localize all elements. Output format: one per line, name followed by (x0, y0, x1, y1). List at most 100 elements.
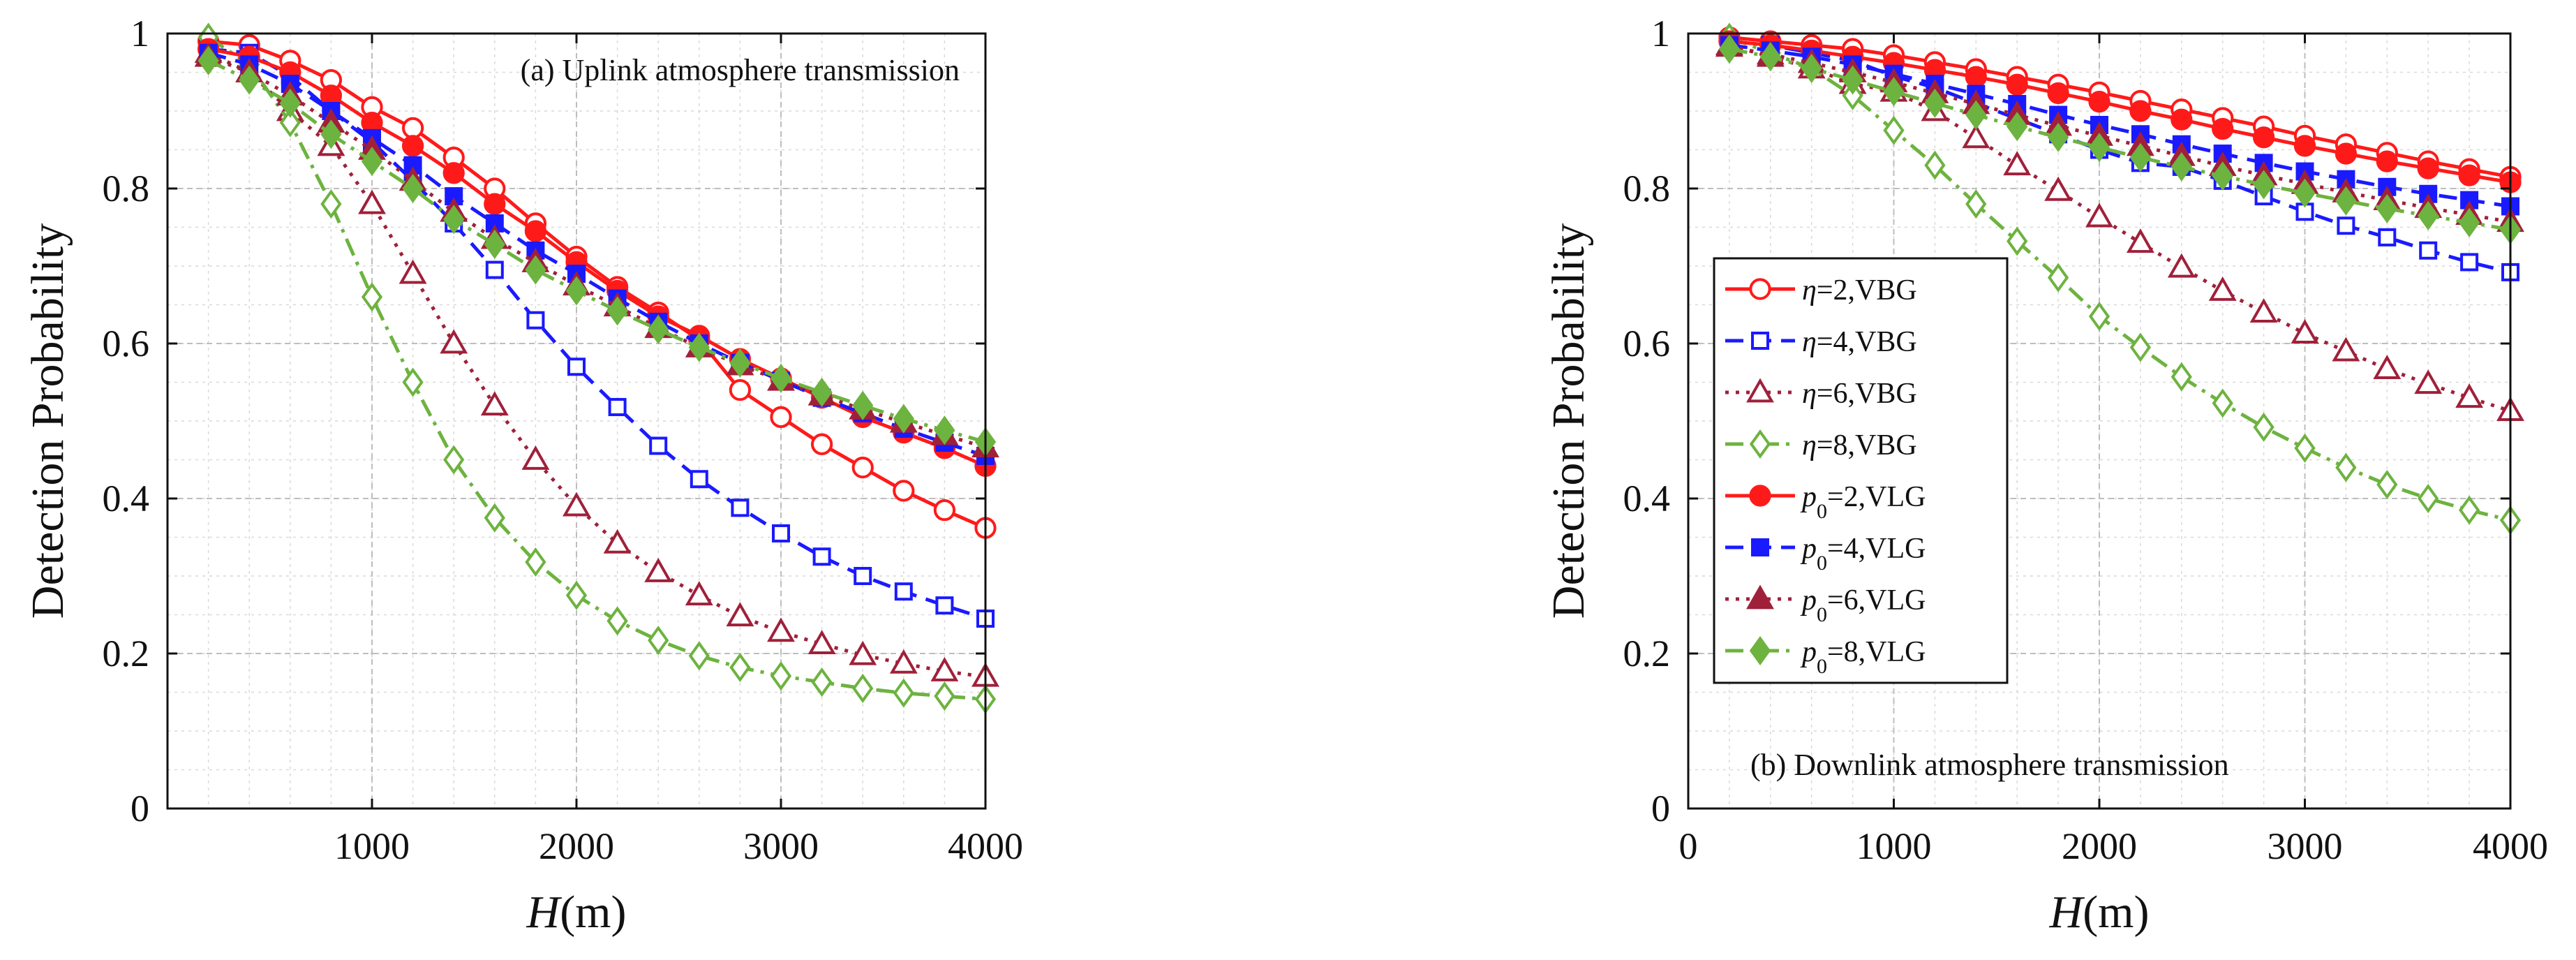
data-point (521, 445, 550, 470)
data-point (935, 596, 954, 615)
legend-marker (1749, 635, 1771, 666)
data-point (644, 557, 673, 582)
legend-marker (1751, 332, 1769, 350)
data-point (685, 581, 713, 606)
data-point (361, 282, 383, 312)
data-point (2376, 469, 2398, 500)
data-point (770, 406, 792, 429)
data-point (2129, 100, 2152, 122)
data-point (2291, 319, 2319, 344)
data-point (2044, 176, 2073, 201)
data-point (2212, 388, 2233, 418)
data-point (2171, 362, 2192, 392)
data-point (2006, 73, 2028, 96)
data-point (399, 259, 427, 284)
data-point (688, 332, 710, 362)
data-point (279, 88, 301, 118)
x-tick-label: 1000 (334, 825, 410, 867)
legend-text-rest: =8,VBG (1817, 429, 1917, 461)
data-point (2414, 369, 2443, 394)
data-point (2007, 112, 2028, 142)
y-axis-label: Detection Probability (22, 223, 73, 619)
y-tick-label: 1 (131, 13, 149, 54)
legend-text-rest: =8,VLG (1827, 636, 1926, 668)
legend-marker (1749, 278, 1771, 300)
data-point (2332, 337, 2360, 362)
data-point (1965, 100, 1987, 130)
legend-symbol: η (1802, 429, 1817, 461)
legend-text-rest: =2,VBG (1817, 274, 1917, 307)
data-point (2126, 228, 2154, 253)
legend-label: η=2,VBG (1802, 274, 1917, 307)
legend-entry: p0=2,VLG (1725, 481, 1926, 523)
panel-title: (a) Uplink atmosphere transmission (521, 53, 960, 87)
data-point (849, 640, 877, 665)
data-point (2208, 276, 2237, 301)
data-point (1962, 124, 1990, 149)
legend-label: p0=2,VLG (1800, 481, 1926, 523)
panel-b-downlink-chart: 0 1000 2000 3000 4000 0 0.2 0.4 0.6 0.8 1 H(m) Detec… (1543, 13, 2548, 938)
x-tick-label: 0 (1679, 825, 1698, 867)
x-axis-unit: (m) (560, 887, 626, 938)
data-point (2047, 263, 2069, 293)
x-tick-label: 2000 (2062, 825, 2137, 867)
data-point (2047, 122, 2069, 152)
x-tick-label: 1000 (1856, 825, 1932, 867)
data-point (930, 656, 959, 681)
data-point (2294, 433, 2316, 463)
data-point (2455, 383, 2484, 408)
data-point (2252, 126, 2275, 149)
series-8 (1718, 34, 2522, 244)
data-point (2460, 253, 2479, 272)
data-point (2458, 495, 2480, 525)
y-tick-label: 0.6 (103, 323, 150, 364)
data-point (484, 503, 505, 533)
data-point (810, 433, 833, 455)
data-point (893, 480, 915, 502)
data-point (2376, 150, 2398, 172)
legend-symbol: p (1800, 584, 1817, 616)
data-point (1801, 53, 1822, 83)
legend-label: p0=8,VLG (1800, 636, 1926, 678)
data-point (894, 582, 913, 601)
data-point (2418, 200, 2439, 230)
data-point (2335, 142, 2358, 165)
data-point (2129, 142, 2152, 172)
data-point (729, 378, 752, 401)
data-point (2373, 355, 2402, 380)
data-point (526, 311, 545, 330)
data-point (2003, 151, 2032, 176)
data-point (807, 630, 836, 655)
data-point (812, 547, 831, 566)
data-point (1883, 115, 1905, 145)
legend-marker (1746, 378, 1774, 403)
legend-symbol: η (1802, 378, 1817, 410)
legend-subscript: 0 (1817, 655, 1827, 678)
legend-subscript: 0 (1817, 603, 1827, 626)
data-point (1718, 34, 1741, 64)
legend-text-rest: =4,VBG (1817, 326, 1917, 358)
data-point (440, 329, 468, 354)
panel-a-uplink-chart: 1000 2000 3000 4000 0 0.2 0.4 0.6 0.8 1 H(m) Detect… (22, 13, 1023, 938)
data-point (198, 45, 219, 75)
legend-box (1713, 257, 2009, 684)
data-point (2047, 82, 2069, 105)
data-point (565, 580, 588, 610)
y-tick-label: 0.6 (1623, 323, 1671, 364)
legend-label: p0=6,VLG (1800, 584, 1926, 626)
data-point (933, 499, 956, 522)
data-point (2085, 202, 2113, 228)
data-point (2171, 108, 2193, 131)
data-point (2171, 152, 2192, 182)
data-point (2378, 228, 2397, 246)
data-point (811, 667, 833, 697)
data-point (2376, 193, 2398, 223)
legend-entry: η=4,VBG (1725, 326, 1917, 358)
x-axis-variable: H (2049, 887, 2085, 938)
data-point (2419, 241, 2438, 260)
data-point (603, 529, 632, 554)
data-point (1965, 189, 1987, 219)
legend-symbol: p (1800, 481, 1817, 513)
data-point (2293, 135, 2316, 157)
